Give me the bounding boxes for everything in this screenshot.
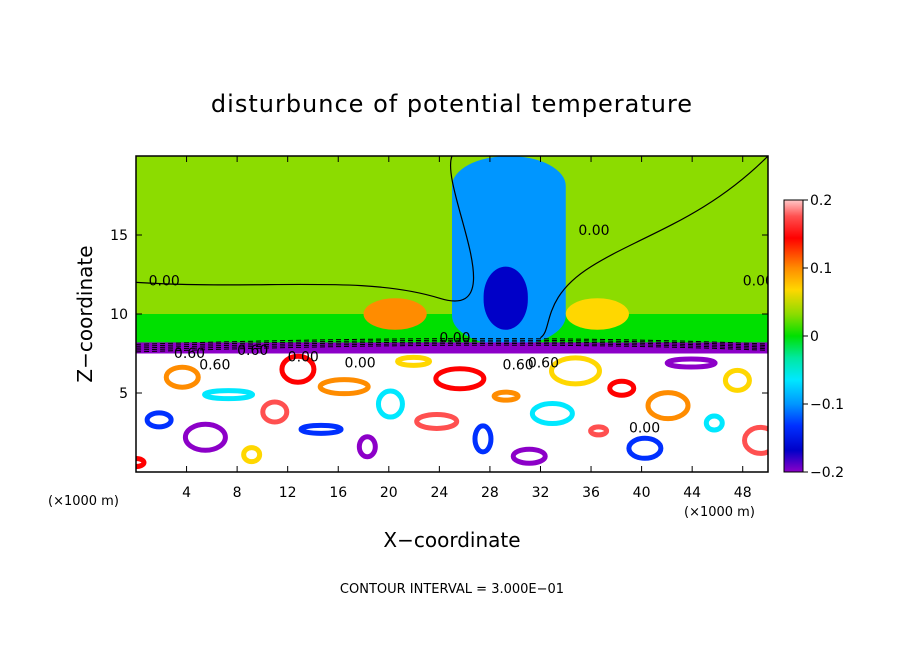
turbulence-blob (356, 434, 378, 460)
contour-inversion (136, 344, 768, 353)
x-tick-label: 12 (279, 485, 297, 501)
x-axis-label: X−coordinate (383, 528, 520, 552)
turbulence-blob (414, 411, 460, 431)
turbulence-blob (202, 388, 256, 402)
contour-interval-note: CONTOUR INTERVAL = 3.000E−01 (340, 582, 564, 597)
turbulence-blob (645, 390, 691, 422)
turbulence-blob (510, 446, 548, 466)
contour-label: 0.60 (528, 356, 559, 372)
turbulence-blob (395, 354, 433, 368)
chart-title: disturbunce of potential temperature (211, 90, 693, 118)
y-axis-label: Z−coordinate (73, 245, 97, 382)
x-tick-label: 32 (532, 485, 550, 501)
y-tick-label: 10 (110, 307, 128, 323)
colorbar-scale (783, 199, 804, 473)
turbulence-blob (182, 421, 228, 453)
contour-inversion (136, 343, 768, 351)
x-tick-label: 24 (430, 485, 448, 501)
contour-label: 0.60 (199, 357, 230, 373)
x-tick-label: 8 (233, 485, 242, 501)
field-layer: 0.000.000.000.000.000.600.60 0.600.600.00… (136, 156, 774, 472)
field-lower-turbulent (136, 353, 768, 472)
colorbar-tick-label: −0.2 (810, 465, 844, 481)
plot-area: 0.000.000.000.000.000.600.60 0.600.600.00… (136, 156, 774, 472)
field-warm-left (363, 298, 427, 330)
contour-label: 0.00 (288, 349, 319, 365)
contour-label: 0.60 (174, 346, 205, 362)
contour-label: 0.00 (578, 223, 609, 239)
contour-zero-right (540, 156, 768, 339)
colorbar: 0.2 0.1 0 −0.1 −0.2 (783, 193, 844, 481)
turbulence-blob (163, 364, 201, 390)
turbulence-blob (607, 378, 637, 398)
turbulence-blob (144, 410, 174, 430)
colorbar-ticks: 0.2 0.1 0 −0.1 −0.2 (803, 193, 844, 481)
field-warm-right (565, 298, 629, 330)
y-tick-label: 5 (119, 386, 128, 402)
contour-label: 0.00 (629, 421, 660, 437)
colorbar-tick-label: −0.1 (810, 397, 844, 413)
contour-zero-left (136, 156, 475, 302)
turbulence-blob (375, 388, 405, 420)
contour-inversion (136, 339, 768, 347)
turbulence-blob (298, 422, 344, 436)
turbulence-blob (472, 423, 494, 455)
contour-label: 0.00 (149, 274, 180, 290)
x-unit-right: (×1000 m) (684, 505, 755, 520)
contour-label: 0.00 (743, 274, 774, 290)
field-cold-plume (452, 156, 566, 346)
x-tick-label: 16 (329, 485, 347, 501)
contour-inversion (136, 338, 768, 345)
x-axis: 4 8 12 16 20 24 28 32 36 40 44 48 (182, 156, 752, 501)
contour-label: 0.00 (439, 330, 470, 346)
turbulence-blob (136, 456, 147, 470)
x-tick-label: 28 (481, 485, 499, 501)
colorbar-tick-label: 0.2 (810, 193, 832, 209)
field-inversion-band (136, 342, 768, 354)
y-axis: 5 10 15 (110, 228, 768, 402)
contour-label: 0.60 (503, 357, 534, 373)
turbulence-blob (260, 399, 290, 425)
x-tick-label: 4 (182, 485, 191, 501)
colorbar-tick-label: 0.1 (810, 261, 832, 277)
turbulence-blob (626, 435, 664, 461)
y-tick-label: 15 (110, 228, 128, 244)
turbulence-blob (241, 445, 263, 465)
x-tick-label: 48 (734, 485, 752, 501)
turbulence-blob (588, 424, 610, 438)
turbulence-blob (722, 367, 752, 393)
turbulence-blob (317, 377, 371, 397)
colorbar-tick-label: 0 (810, 329, 819, 345)
field-cold-core (483, 266, 528, 330)
x-tick-label: 44 (683, 485, 701, 501)
turbulence-blob (279, 353, 317, 385)
turbulence-blob (529, 401, 575, 427)
turbulence-blob (433, 366, 487, 392)
contour-label: 0.00 (345, 356, 376, 372)
turbulence-blob (742, 424, 768, 456)
turbulence-blob (703, 413, 725, 433)
x-tick-label: 40 (633, 485, 651, 501)
turbulence-blob (491, 389, 521, 403)
turbulence-blob (548, 355, 602, 387)
x-tick-label: 36 (582, 485, 600, 501)
contour-label: 0.60 (237, 343, 268, 359)
contour-inversion (136, 341, 768, 349)
turbulence-blob (664, 356, 718, 370)
x-unit-left: (×1000 m) (48, 494, 119, 509)
x-tick-label: 20 (380, 485, 398, 501)
